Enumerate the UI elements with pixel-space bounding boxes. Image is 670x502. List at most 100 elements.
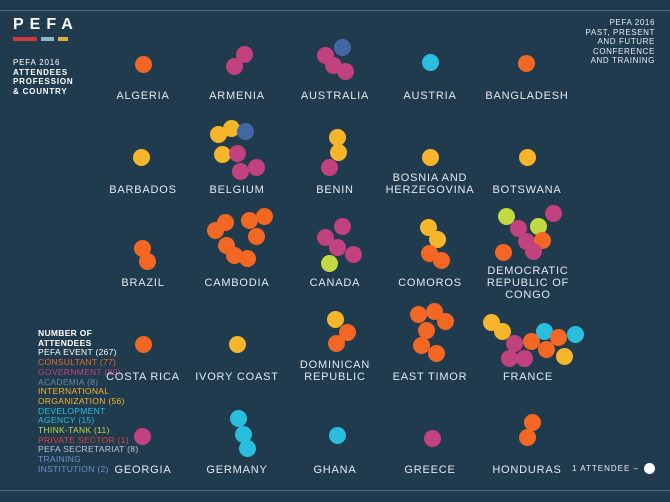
attendee-dot-consultant xyxy=(523,413,541,431)
attendee-dot-international-organization xyxy=(132,148,150,166)
attendee-dot-international-organization xyxy=(228,335,246,353)
attendee-dot-consultant xyxy=(427,344,445,362)
attendee-dot-consultant xyxy=(225,246,243,264)
attendee-dot-international-organization xyxy=(493,322,511,340)
country-label-honduras: HONDURAS xyxy=(492,464,562,476)
attendee-dot-consultant xyxy=(247,227,265,245)
legend-item-private-sector: PRIVATE SECTOR (1) xyxy=(38,434,129,445)
legend-item-international-organization: INTERNATIONAL ORGANIZATION (56) xyxy=(38,386,125,406)
country-label-comoros: COMOROS xyxy=(398,277,462,289)
country-label-canada: CANADA xyxy=(309,277,361,289)
attendee-dot-government xyxy=(316,228,334,246)
country-label-georgia: GEORGIA xyxy=(114,464,172,476)
country-label-armenia: ARMENIA xyxy=(209,90,265,102)
attendee-dot-consultant xyxy=(522,332,540,350)
attendee-dot-government xyxy=(225,57,243,75)
country-label-benin: BENIN xyxy=(316,184,354,196)
attendee-dot-consultant xyxy=(327,334,345,352)
attendee-dot-government xyxy=(515,349,533,367)
attendee-dot-international-organization xyxy=(555,347,573,365)
event-caption: PEFA 2016 PAST, PRESENT AND FUTURE CONFE… xyxy=(585,18,655,66)
attendee-dot-international-organization xyxy=(518,148,536,166)
legend-item-consultant: CONSULTANT (77) xyxy=(38,357,117,368)
legend-item-training-institution: TRAINING INSTITUTION (2) xyxy=(38,454,109,474)
country-label-dominican-republic: DOMINICAN REPUBLIC xyxy=(299,359,371,383)
bottom-divider-line xyxy=(0,490,670,491)
attendee-dot-consultant xyxy=(436,312,454,330)
attendee-dot-development-agency xyxy=(421,53,439,71)
country-label-australia: AUSTRALIA xyxy=(300,90,370,102)
attendee-dot-international-organization xyxy=(222,119,240,137)
country-label-algeria: ALGERIA xyxy=(116,90,170,102)
attendee-dot-consultant xyxy=(412,336,430,354)
infographic-title-line1: PEFA 2016 xyxy=(13,58,61,68)
attendee-dot-government xyxy=(505,334,523,352)
attendee-dot-government xyxy=(328,238,346,256)
attendee-dot-international-organization xyxy=(328,128,346,146)
attendee-dot-international-organization xyxy=(209,125,227,143)
country-label-bosnia-and-herzegovina: BOSNIA AND HERZEGOVINA xyxy=(385,172,475,196)
legend: NUMBER OF ATTENDEES PEFA EVENT (267) CONS… xyxy=(38,328,138,475)
attendee-dot-consultant xyxy=(134,55,152,73)
infographic-title-rest: ATTENDEES PROFESSION & COUNTRY xyxy=(13,67,74,96)
attendee-dot-government xyxy=(344,245,362,263)
attendee-dot-development-agency xyxy=(238,439,256,457)
attendee-dot-government xyxy=(423,429,441,447)
attendee-dot-consultant xyxy=(338,323,356,341)
attendee-dot-development-agency xyxy=(328,426,346,444)
attendee-dot-consultant xyxy=(432,251,450,269)
legend-item-think-tank: THINK-TANK (11) xyxy=(38,425,110,436)
legend-item-academia: ACADEMIA (8) xyxy=(38,376,99,387)
country-label-east-timor: EAST TIMOR xyxy=(392,371,468,383)
attendee-dot-government xyxy=(231,162,249,180)
attendee-dot-government xyxy=(247,158,265,176)
attendee-dot-training-institution xyxy=(333,38,351,56)
attendee-dot-think-tank xyxy=(497,207,515,225)
attendee-dot-international-organization xyxy=(428,230,446,248)
attendee-dot-development-agency xyxy=(229,409,247,427)
attendee-dot-government xyxy=(544,204,562,222)
attendee-dot-international-organization xyxy=(213,145,231,163)
country-label-france: FRANCE xyxy=(502,371,554,383)
attendee-dot-development-agency xyxy=(234,425,252,443)
attendee-dot-consultant xyxy=(409,305,427,323)
attendee-dot-government xyxy=(133,427,151,445)
attendee-dot-consultant xyxy=(240,211,258,229)
attendee-dot-government xyxy=(228,144,246,162)
attendee-dot-training-institution xyxy=(236,122,254,140)
attendee-scale-dot-icon xyxy=(644,463,655,474)
country-label-germany: GERMANY xyxy=(206,464,268,476)
attendee-dot-government xyxy=(336,62,354,80)
attendee-dot-consultant xyxy=(537,340,555,358)
attendee-dot-government xyxy=(509,219,527,237)
attendee-dot-think-tank xyxy=(320,254,338,272)
pefa-logo: PEFA xyxy=(13,16,79,33)
legend-item-pefa-event: PEFA EVENT (267) xyxy=(38,347,117,358)
attendee-dot-government xyxy=(333,217,351,235)
legend-item-development-agency: DEVELOPMENT AGENCY (15) xyxy=(38,405,106,426)
attendee-dot-consultant xyxy=(518,428,536,446)
attendee-dot-think-tank xyxy=(529,217,547,235)
legend-title: NUMBER OF ATTENDEES xyxy=(38,328,93,348)
attendee-dot-international-organization xyxy=(329,143,347,161)
country-label-brazil: BRAZIL xyxy=(121,277,165,289)
infographic-title: PEFA 2016 ATTENDEES PROFESSION & COUNTRY xyxy=(13,49,73,105)
attendee-dot-government xyxy=(320,158,338,176)
attendee-dot-government xyxy=(524,242,542,260)
attendee-dot-consultant xyxy=(549,328,567,346)
attendee-dot-development-agency xyxy=(566,325,584,343)
country-label-austria: AUSTRIA xyxy=(403,90,457,102)
logo-bar-yellow xyxy=(58,37,68,41)
logo-bar-teal xyxy=(41,37,54,41)
attendee-dot-consultant xyxy=(517,54,535,72)
country-label-ghana: GHANA xyxy=(313,464,357,476)
attendee-dot-development-agency xyxy=(535,322,553,340)
top-divider-line xyxy=(0,10,670,11)
country-label-cambodia: CAMBODIA xyxy=(204,277,270,289)
attendee-dot-international-organization xyxy=(326,310,344,328)
attendee-dot-consultant xyxy=(238,249,256,267)
attendee-dot-international-organization xyxy=(421,148,439,166)
country-label-democratic-republic-of-congo: DEMOCRATIC REPUBLIC OF CONGO xyxy=(486,265,570,301)
country-label-greece: GREECE xyxy=(404,464,456,476)
